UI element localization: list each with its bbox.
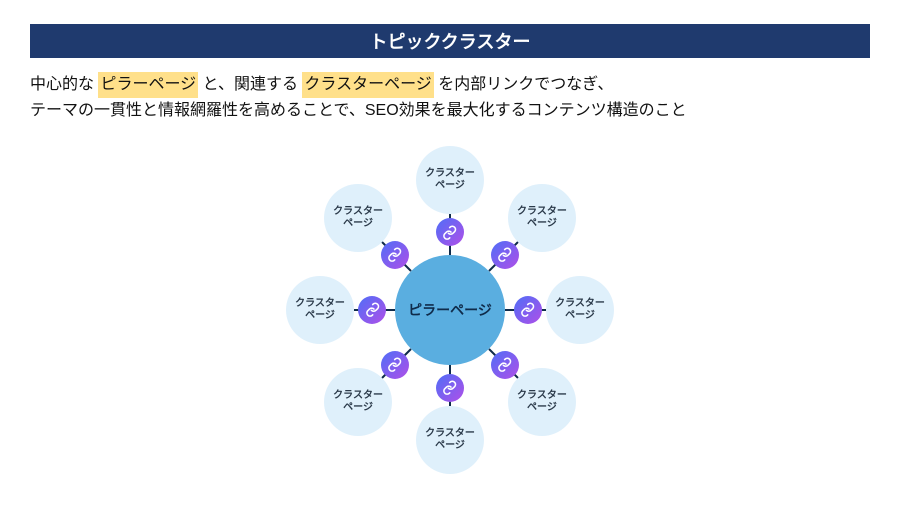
highlight-term: クラスターページ	[302, 72, 433, 98]
title-banner: トピッククラスター	[30, 24, 870, 58]
topic-cluster-diagram: クラスターページクラスターページクラスターページクラスターページクラスターページ…	[0, 135, 900, 495]
link-icon	[436, 218, 464, 246]
link-icon	[381, 351, 409, 379]
cluster-node: クラスターページ	[546, 276, 614, 344]
highlight-term: ピラーページ	[98, 72, 198, 98]
link-icon	[514, 296, 542, 324]
description-text: 中心的な ピラーページ と、関連する クラスターページ を内部リンクでつなぎ、テ…	[30, 72, 870, 124]
cluster-node: クラスターページ	[508, 368, 576, 436]
link-icon	[491, 241, 519, 269]
cluster-node: クラスターページ	[324, 368, 392, 436]
link-icon	[358, 296, 386, 324]
cluster-node: クラスターページ	[286, 276, 354, 344]
link-icon	[491, 351, 519, 379]
pillar-node: ピラーページ	[395, 255, 505, 365]
cluster-node: クラスターページ	[508, 184, 576, 252]
link-icon	[436, 374, 464, 402]
link-icon	[381, 241, 409, 269]
cluster-node: クラスターページ	[324, 184, 392, 252]
cluster-node: クラスターページ	[416, 406, 484, 474]
cluster-node: クラスターページ	[416, 146, 484, 214]
